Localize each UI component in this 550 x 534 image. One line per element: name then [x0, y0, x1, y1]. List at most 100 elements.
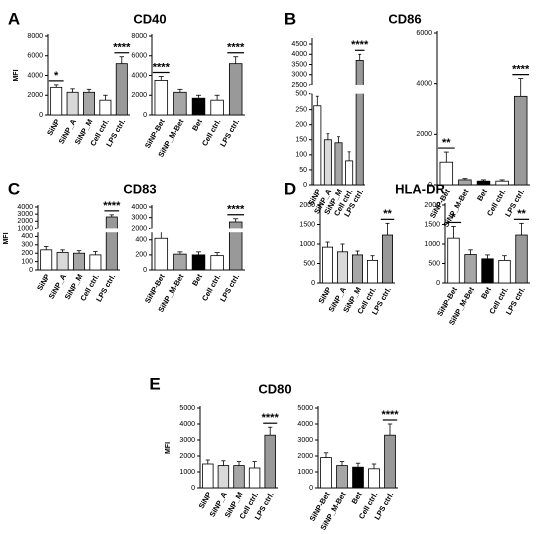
panel-letter: C — [8, 179, 20, 198]
y-tick-label: 2000 — [416, 131, 432, 138]
category-label: Bet — [479, 285, 493, 300]
bar — [515, 234, 528, 284]
y-tick-label: 50 — [299, 167, 307, 174]
y-tick-label: 0 — [39, 112, 43, 119]
significance-label: **** — [103, 200, 121, 212]
y-tick-label: 500 — [295, 90, 307, 97]
axis-break — [36, 228, 122, 233]
category-label: SiNP — [45, 117, 62, 137]
y-tick-label: 150 — [295, 137, 307, 144]
panel-letter: D — [284, 179, 296, 198]
bar — [210, 99, 224, 116]
y-tick-label: 0 — [428, 182, 432, 189]
y-tick-label: 3500 — [291, 61, 307, 68]
y-tick-label: 2000 — [424, 202, 440, 209]
y-tick-label: 1000 — [299, 241, 315, 248]
y-tick-label: 500 — [303, 260, 315, 267]
y-tick-label: 4000 — [131, 204, 147, 211]
bar — [154, 237, 169, 271]
significance-label: **** — [512, 64, 530, 76]
significance-label: ** — [383, 208, 392, 220]
bar — [73, 252, 85, 271]
y-tick-label: 3000 — [291, 72, 307, 79]
panel-title: CD40 — [133, 11, 166, 26]
axis-break — [310, 84, 367, 94]
significance-label: ** — [442, 137, 451, 149]
y-tick-label: 0 — [311, 280, 315, 287]
y-tick-label: 100 — [21, 258, 33, 265]
y-tick-label: 500 — [428, 260, 440, 267]
bar — [321, 246, 333, 284]
y-tick-label: 1000 — [424, 241, 440, 248]
bar — [173, 91, 187, 116]
y-tick-label: 200 — [295, 122, 307, 129]
y-tick-label: 4000 — [416, 81, 432, 88]
bar — [447, 237, 460, 284]
category-label: SiNP — [35, 272, 52, 292]
y-tick-label: 3000 — [17, 211, 33, 218]
bar — [56, 251, 69, 271]
significance-label: **** — [262, 412, 280, 424]
bar — [334, 142, 343, 186]
y-tick-label: 1000 — [179, 469, 195, 476]
category-label: Bet — [350, 490, 364, 505]
y-tick-label: 2000 — [179, 453, 195, 460]
bar — [173, 253, 187, 271]
y-tick-label: 2000 — [297, 453, 313, 460]
bar — [336, 465, 348, 489]
y-tick-label: 8000 — [131, 33, 147, 40]
y-tick-label: 2500 — [291, 82, 307, 89]
y-tick-label: 4000 — [297, 421, 313, 428]
bar — [115, 63, 128, 116]
significance-label: * — [451, 211, 456, 223]
bar — [50, 86, 63, 116]
bar — [191, 97, 206, 116]
bar — [458, 179, 472, 186]
significance-label: **** — [153, 61, 171, 73]
bar — [105, 216, 118, 271]
y-tick-label: 4000 — [17, 204, 33, 211]
y-tick-label: 250 — [295, 106, 307, 113]
panel-title: CD80 — [258, 381, 291, 396]
bar — [355, 60, 364, 186]
y-tick-label: 0 — [436, 280, 440, 287]
y-tick-label: 2000 — [27, 92, 43, 99]
y-tick-label: 300 — [21, 242, 33, 249]
bar — [368, 468, 380, 489]
y-tick-label: 0 — [143, 112, 147, 119]
bar — [154, 80, 169, 116]
bar — [264, 434, 276, 489]
bar — [352, 466, 364, 489]
bar — [336, 251, 348, 284]
y-axis-label: MFI — [13, 69, 20, 81]
bar — [381, 234, 393, 284]
y-tick-label: 6000 — [416, 30, 432, 37]
y-tick-label: 4000 — [27, 72, 43, 79]
y-tick-label: 0 — [309, 485, 313, 492]
bar — [89, 254, 102, 271]
bar — [476, 180, 491, 186]
significance-label: **** — [227, 42, 245, 54]
significance-label: **** — [227, 204, 245, 216]
panel-title: HLA-DR — [395, 181, 445, 196]
y-tick-label: 400 — [135, 237, 147, 244]
y-tick-label: 0 — [143, 267, 147, 274]
bar — [320, 457, 332, 489]
bar — [345, 160, 354, 186]
bar — [313, 105, 322, 186]
y-tick-label: 8000 — [27, 33, 43, 40]
y-tick-label: 5000 — [297, 405, 313, 412]
bar — [228, 63, 243, 116]
bar — [83, 91, 95, 116]
y-tick-label: 400 — [21, 233, 33, 240]
bar — [384, 434, 396, 489]
significance-label: **** — [113, 42, 131, 54]
significance-label: ** — [517, 208, 526, 220]
y-tick-label: 6000 — [27, 53, 43, 60]
bar — [217, 465, 230, 489]
panel-letter: B — [284, 9, 296, 28]
significance-label: **** — [381, 409, 399, 421]
y-tick-label: 0 — [29, 267, 33, 274]
y-tick-label: 1500 — [424, 221, 440, 228]
